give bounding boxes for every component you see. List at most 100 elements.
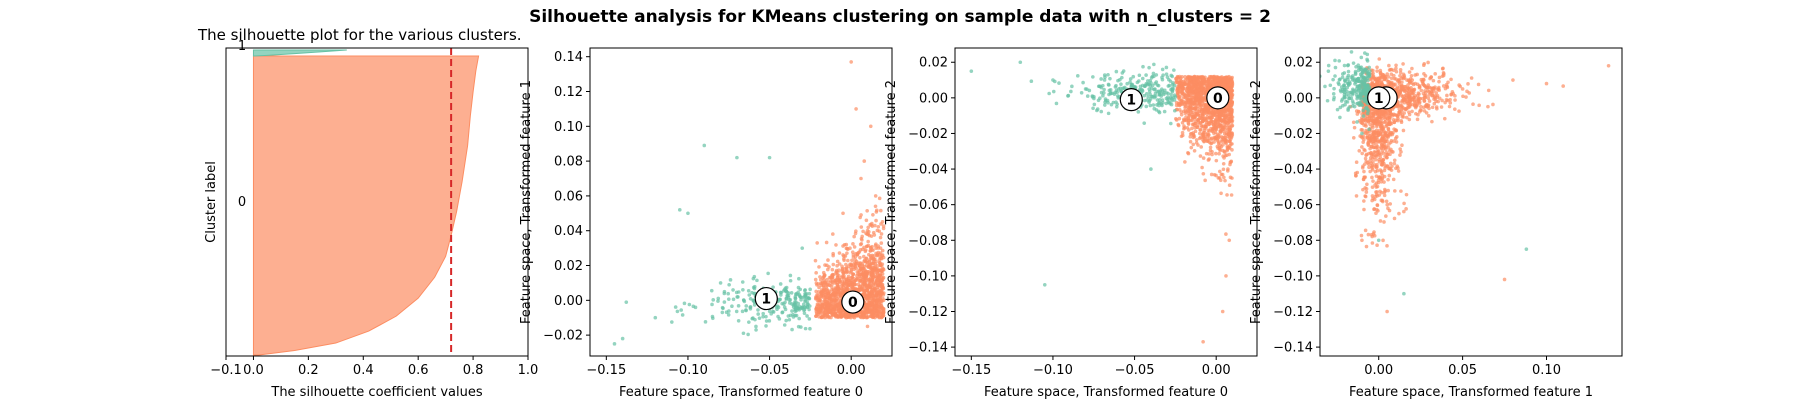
point-cluster-0 bbox=[881, 310, 886, 315]
point-cluster-0 bbox=[1421, 77, 1426, 82]
point-cluster-0 bbox=[1396, 78, 1401, 83]
point-cluster-0 bbox=[1213, 121, 1218, 126]
point-cluster-0 bbox=[1192, 98, 1197, 103]
point-cluster-0 bbox=[878, 246, 883, 250]
point-cluster-0 bbox=[1194, 89, 1198, 94]
point-cluster-0 bbox=[832, 288, 836, 293]
point-cluster-1 bbox=[734, 309, 739, 314]
point-cluster-0 bbox=[1383, 187, 1387, 192]
point-cluster-0 bbox=[876, 274, 881, 279]
point-cluster-0 bbox=[1422, 95, 1427, 100]
point-cluster-0 bbox=[1388, 202, 1393, 206]
point-cluster-1 bbox=[791, 303, 796, 307]
point-cluster-0 bbox=[845, 251, 849, 255]
point-cluster-0 bbox=[1395, 103, 1399, 108]
point-cluster-1 bbox=[1133, 85, 1138, 89]
y-tick-label: −0.02 bbox=[908, 127, 948, 142]
point-cluster-0 bbox=[835, 286, 839, 291]
point-cluster-1 bbox=[788, 301, 792, 305]
point-cluster-1 bbox=[1166, 77, 1171, 82]
point-cluster-0 bbox=[1379, 198, 1384, 203]
point-cluster-0 bbox=[858, 215, 862, 220]
point-cluster-0 bbox=[1371, 179, 1375, 183]
point-cluster-1 bbox=[803, 288, 807, 293]
point-cluster-0 bbox=[1362, 169, 1366, 174]
point-cluster-1 bbox=[1128, 77, 1133, 81]
point-cluster-0 bbox=[1207, 81, 1212, 86]
point-cluster-1 bbox=[1149, 167, 1153, 171]
point-cluster-1 bbox=[789, 291, 794, 295]
point-cluster-0 bbox=[834, 243, 838, 247]
point-cluster-1 bbox=[1164, 91, 1169, 95]
point-cluster-1 bbox=[803, 305, 807, 310]
point-cluster-1 bbox=[790, 309, 794, 313]
point-cluster-1 bbox=[720, 305, 725, 310]
point-cluster-0 bbox=[1202, 130, 1207, 135]
point-cluster-1 bbox=[716, 296, 721, 301]
point-cluster-0 bbox=[1401, 97, 1406, 102]
point-cluster-1 bbox=[802, 311, 807, 316]
point-cluster-0 bbox=[1221, 143, 1225, 147]
point-cluster-0 bbox=[1196, 93, 1201, 98]
point-cluster-1 bbox=[755, 278, 759, 283]
point-cluster-0 bbox=[1177, 103, 1182, 108]
point-cluster-0 bbox=[1371, 125, 1375, 129]
point-cluster-0 bbox=[827, 293, 832, 298]
point-cluster-0 bbox=[1225, 193, 1229, 197]
point-cluster-0 bbox=[1430, 91, 1435, 96]
point-cluster-0 bbox=[852, 315, 857, 320]
point-cluster-0 bbox=[1219, 119, 1224, 123]
point-cluster-0 bbox=[834, 271, 838, 276]
point-cluster-1 bbox=[775, 304, 780, 308]
point-cluster-1 bbox=[735, 155, 739, 160]
point-cluster-1 bbox=[693, 305, 698, 310]
point-cluster-0 bbox=[1381, 238, 1385, 243]
point-cluster-0 bbox=[851, 242, 855, 246]
point-cluster-0 bbox=[1386, 177, 1390, 182]
point-cluster-0 bbox=[828, 279, 833, 283]
point-cluster-0 bbox=[842, 258, 846, 263]
point-cluster-1 bbox=[1103, 100, 1107, 105]
point-cluster-0 bbox=[881, 224, 886, 228]
point-cluster-1 bbox=[1159, 94, 1164, 98]
point-cluster-0 bbox=[1401, 128, 1406, 133]
point-cluster-0 bbox=[1364, 187, 1369, 191]
point-cluster-1 bbox=[787, 317, 792, 322]
point-cluster-0 bbox=[1230, 78, 1234, 83]
point-cluster-0 bbox=[874, 251, 878, 256]
point-cluster-1 bbox=[673, 305, 678, 309]
point-cluster-0 bbox=[838, 309, 843, 314]
point-cluster-0 bbox=[872, 257, 876, 262]
point-cluster-0 bbox=[1226, 167, 1230, 171]
point-cluster-0 bbox=[1224, 232, 1228, 236]
point-cluster-0 bbox=[1214, 114, 1219, 119]
point-cluster-0 bbox=[1198, 131, 1202, 136]
point-cluster-0 bbox=[1374, 181, 1379, 185]
point-cluster-0 bbox=[1177, 97, 1182, 102]
y-tick-label: 0.06 bbox=[554, 189, 583, 204]
point-cluster-0 bbox=[1469, 76, 1474, 80]
point-cluster-0 bbox=[836, 310, 840, 314]
point-cluster-0 bbox=[879, 288, 884, 293]
point-cluster-0 bbox=[856, 288, 860, 292]
point-cluster-0 bbox=[1378, 189, 1382, 194]
cluster-center-label: 0 bbox=[1213, 91, 1223, 107]
point-cluster-0 bbox=[865, 244, 869, 249]
point-cluster-0 bbox=[1217, 81, 1221, 86]
point-cluster-0 bbox=[1200, 165, 1204, 170]
point-cluster-0 bbox=[824, 240, 829, 245]
point-cluster-0 bbox=[836, 298, 841, 302]
point-cluster-1 bbox=[1144, 73, 1148, 77]
point-cluster-0 bbox=[1211, 113, 1216, 118]
point-cluster-0 bbox=[1386, 206, 1390, 211]
point-cluster-1 bbox=[1054, 101, 1059, 106]
point-cluster-0 bbox=[827, 283, 831, 287]
point-cluster-1 bbox=[1345, 85, 1350, 90]
point-cluster-0 bbox=[1365, 129, 1370, 134]
point-cluster-1 bbox=[1157, 110, 1162, 115]
point-cluster-0 bbox=[1180, 130, 1185, 135]
point-cluster-0 bbox=[1439, 105, 1444, 109]
point-cluster-0 bbox=[878, 263, 883, 268]
point-cluster-0 bbox=[864, 218, 869, 223]
point-cluster-1 bbox=[754, 328, 758, 332]
